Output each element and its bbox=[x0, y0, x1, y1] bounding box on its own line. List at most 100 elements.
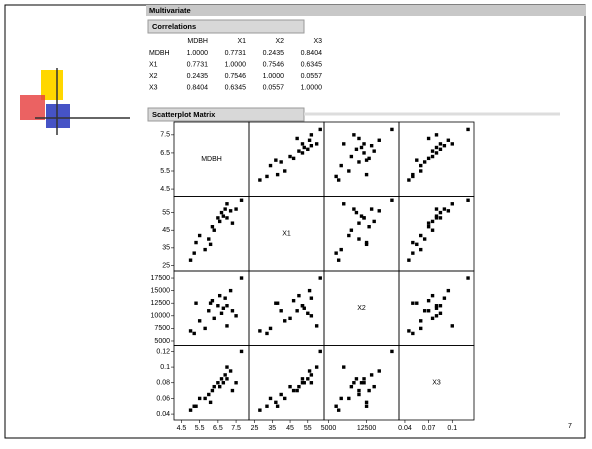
y-tick-label: 0.12 bbox=[156, 348, 170, 355]
point bbox=[350, 229, 353, 232]
point bbox=[362, 377, 365, 380]
cell: 1.0000 bbox=[225, 61, 247, 68]
point bbox=[334, 251, 337, 254]
point bbox=[220, 211, 223, 214]
point bbox=[194, 405, 197, 408]
point bbox=[350, 155, 353, 158]
point bbox=[231, 389, 234, 392]
point bbox=[276, 405, 279, 408]
x-tick-label: 7.5 bbox=[231, 425, 241, 432]
point bbox=[283, 319, 286, 322]
point bbox=[347, 234, 350, 237]
point bbox=[360, 381, 363, 384]
point bbox=[203, 248, 206, 251]
point bbox=[352, 133, 355, 136]
point bbox=[209, 302, 212, 305]
point bbox=[207, 309, 210, 312]
cell: 1.0000 bbox=[187, 50, 209, 57]
point bbox=[443, 144, 446, 147]
point bbox=[370, 144, 373, 147]
point bbox=[315, 142, 318, 145]
column-header: X3 bbox=[313, 38, 322, 45]
point bbox=[216, 304, 219, 307]
x-tick-label: 12500 bbox=[357, 425, 377, 432]
point bbox=[340, 164, 343, 167]
point bbox=[355, 377, 358, 380]
point bbox=[207, 393, 210, 396]
point bbox=[269, 327, 272, 330]
panel bbox=[324, 197, 399, 272]
y-tick-label: 5000 bbox=[154, 338, 170, 345]
point bbox=[213, 317, 216, 320]
point bbox=[451, 202, 454, 205]
point bbox=[431, 317, 434, 320]
point bbox=[225, 216, 228, 219]
point bbox=[310, 133, 313, 136]
point bbox=[370, 373, 373, 376]
cell: 1.0000 bbox=[263, 73, 285, 80]
point bbox=[240, 350, 243, 353]
point bbox=[229, 289, 232, 292]
section-title: Scatterplot Matrix bbox=[152, 110, 216, 119]
x-tick-label: 25 bbox=[251, 425, 259, 432]
point bbox=[423, 309, 426, 312]
point bbox=[352, 207, 355, 210]
report-title: Multivariate bbox=[149, 6, 191, 15]
y-tick-label: 6.5 bbox=[160, 150, 170, 157]
point bbox=[340, 397, 343, 400]
point bbox=[222, 307, 225, 310]
point bbox=[411, 173, 414, 176]
point bbox=[439, 216, 442, 219]
cell: 0.2435 bbox=[263, 50, 285, 57]
point bbox=[439, 312, 442, 315]
point bbox=[274, 158, 277, 161]
point bbox=[223, 207, 226, 210]
panel bbox=[249, 271, 324, 346]
point bbox=[347, 397, 350, 400]
point bbox=[198, 319, 201, 322]
point bbox=[279, 309, 282, 312]
point bbox=[292, 157, 295, 160]
report-header bbox=[146, 5, 586, 16]
point bbox=[292, 389, 295, 392]
point bbox=[240, 276, 243, 279]
point bbox=[431, 155, 434, 158]
point bbox=[431, 220, 434, 223]
point bbox=[419, 248, 422, 251]
x-tick-label: 0.07 bbox=[422, 425, 436, 432]
point bbox=[342, 142, 345, 145]
point bbox=[308, 139, 311, 142]
diagonal-label: X2 bbox=[357, 305, 366, 312]
point bbox=[419, 327, 422, 330]
point bbox=[365, 243, 368, 246]
point bbox=[306, 148, 309, 151]
y-tick-label: 7500 bbox=[154, 325, 170, 332]
point bbox=[234, 381, 237, 384]
x-tick-label: 35 bbox=[268, 425, 276, 432]
x-tick-label: 0.04 bbox=[398, 425, 412, 432]
page: {"slide":{"page_number":"7"}, "report":{… bbox=[0, 0, 592, 444]
point bbox=[315, 365, 318, 368]
point bbox=[276, 173, 279, 176]
point bbox=[301, 304, 304, 307]
point bbox=[365, 401, 368, 404]
point bbox=[340, 248, 343, 251]
point bbox=[310, 144, 313, 147]
point bbox=[466, 199, 469, 202]
point bbox=[297, 149, 300, 152]
point bbox=[292, 299, 295, 302]
cell: 0.8404 bbox=[301, 50, 323, 57]
point bbox=[431, 294, 434, 297]
point bbox=[415, 302, 418, 305]
point bbox=[415, 158, 418, 161]
point bbox=[203, 327, 206, 330]
point bbox=[225, 377, 228, 380]
point bbox=[274, 401, 277, 404]
point bbox=[229, 209, 232, 212]
point bbox=[407, 258, 410, 261]
panel bbox=[174, 271, 249, 346]
point bbox=[198, 234, 201, 237]
point bbox=[297, 385, 300, 388]
point bbox=[362, 151, 365, 154]
point bbox=[390, 350, 393, 353]
